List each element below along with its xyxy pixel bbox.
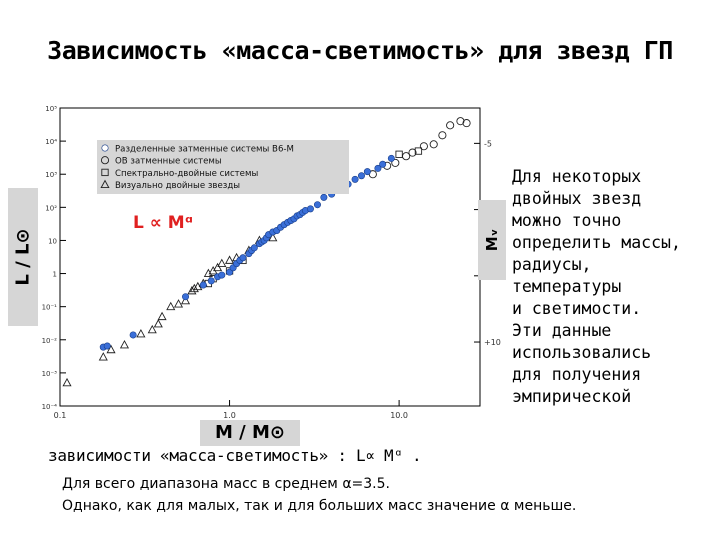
side-text-line: температуры bbox=[512, 277, 622, 296]
data-point bbox=[180, 295, 191, 305]
side-text-line: двойных звезд bbox=[512, 189, 642, 208]
data-point bbox=[363, 168, 371, 176]
data-point bbox=[224, 255, 235, 264]
side-text-line: и светимости. bbox=[512, 299, 642, 318]
y2-axis-label-box: Mᵥ bbox=[478, 200, 506, 280]
data-point bbox=[446, 121, 455, 130]
y2-tick-label: -5 bbox=[484, 139, 492, 148]
x-tick-label: 0.1 bbox=[54, 411, 67, 420]
data-point bbox=[268, 232, 278, 242]
data-point bbox=[62, 377, 72, 387]
data-point bbox=[106, 344, 116, 354]
x-tick-label: 1.0 bbox=[223, 411, 236, 420]
data-point bbox=[213, 262, 223, 272]
data-point bbox=[391, 158, 400, 167]
legend-label: Визуально двойные звезды bbox=[115, 181, 240, 191]
y-tick-label: 10⁵ bbox=[45, 105, 57, 113]
data-point bbox=[166, 301, 176, 311]
data-point bbox=[379, 160, 387, 168]
data-point bbox=[306, 205, 314, 213]
data-point bbox=[402, 152, 411, 161]
data-point bbox=[456, 117, 465, 126]
mass-luminosity-chart: 0.1 1.0 10.0 10⁻⁴ 10⁻³ 10⁻² 10⁻¹ 1 10 10² 10³ 10⁴ 10… bbox=[42, 105, 501, 420]
note-alpha-smaller: Однако, как для малых, так и для больших… bbox=[62, 498, 577, 514]
chart-annotation: L ∝ Mᵅ bbox=[133, 213, 193, 233]
points-layer bbox=[62, 117, 471, 387]
legend-background bbox=[97, 140, 349, 194]
data-point bbox=[462, 119, 471, 128]
data-point bbox=[250, 244, 258, 252]
data-point bbox=[199, 281, 207, 289]
side-text-line: определить массы, bbox=[512, 233, 681, 252]
data-point bbox=[395, 150, 403, 158]
data-point bbox=[103, 342, 111, 350]
x-tick-label: 10.0 bbox=[390, 411, 408, 420]
data-point bbox=[387, 154, 395, 162]
y-tick-label: 10² bbox=[45, 204, 57, 212]
data-point bbox=[351, 175, 359, 183]
data-point bbox=[374, 164, 382, 172]
data-point bbox=[173, 299, 184, 308]
y-tick-label: 10 bbox=[48, 237, 57, 245]
data-point bbox=[189, 283, 199, 293]
y2-tick-label: +10 bbox=[484, 338, 501, 347]
y-tick-label: 10⁻² bbox=[42, 337, 58, 345]
side-text-line: для получения bbox=[512, 365, 642, 384]
data-point bbox=[129, 331, 137, 339]
data-point bbox=[182, 293, 190, 301]
side-text-line: эмпирической bbox=[512, 387, 632, 406]
relation-text: зависимости «масса-светимость» : L∝ Mᵅ . bbox=[48, 446, 422, 465]
page-title: Зависимость «масса-светимость» для звезд… bbox=[47, 36, 673, 65]
y-tick-label: 10⁻¹ bbox=[42, 304, 58, 312]
ticks-layer: 0.1 1.0 10.0 10⁻⁴ 10⁻³ 10⁻² 10⁻¹ 1 10 10² 10³ 10⁴ 10… bbox=[42, 105, 501, 420]
y-tick-label: 10⁻⁴ bbox=[42, 403, 58, 411]
legend: Разделенные затменные системы B6-M OB зат… bbox=[97, 140, 349, 194]
y-tick-label: 1 bbox=[53, 271, 57, 279]
side-text-line: можно точно bbox=[512, 211, 622, 230]
data-point bbox=[313, 201, 321, 209]
data-point bbox=[147, 324, 157, 334]
y-tick-label: 10⁻³ bbox=[42, 370, 58, 378]
legend-label: Разделенные затменные системы B6-M bbox=[115, 145, 294, 155]
legend-label: OB затменные системы bbox=[115, 157, 222, 167]
data-point bbox=[218, 271, 226, 279]
legend-marker bbox=[101, 168, 109, 177]
legend-marker bbox=[101, 144, 109, 152]
x-axis-label: M / M⊙ bbox=[200, 420, 300, 446]
side-text-line: Для некоторых bbox=[512, 167, 642, 186]
y-axis-label: L / L⊙ bbox=[12, 228, 34, 286]
side-text: Для некоторых двойных звезд можно точно … bbox=[512, 166, 717, 408]
data-point bbox=[357, 172, 365, 180]
data-point bbox=[207, 277, 215, 285]
data-point bbox=[153, 319, 163, 328]
data-point bbox=[414, 147, 423, 155]
legend-marker bbox=[100, 156, 110, 165]
data-point bbox=[217, 258, 227, 268]
data-point bbox=[157, 311, 167, 321]
side-text-line: использовались bbox=[512, 343, 652, 362]
data-point bbox=[239, 254, 247, 262]
data-point bbox=[429, 140, 438, 149]
side-text-line: радиусы, bbox=[512, 255, 592, 274]
y-axis-label-box: L / L⊙ bbox=[8, 188, 38, 326]
y2-axis-label: Mᵥ bbox=[483, 228, 501, 252]
side-text-line: Эти данные bbox=[512, 321, 612, 340]
data-point bbox=[419, 142, 428, 151]
data-point bbox=[98, 352, 108, 361]
data-point bbox=[320, 193, 328, 201]
data-point bbox=[187, 285, 197, 295]
legend-label: Спектрально-двойные системы bbox=[115, 169, 258, 179]
data-point bbox=[408, 148, 417, 157]
data-point bbox=[119, 339, 130, 349]
y-tick-label: 10³ bbox=[45, 171, 57, 179]
data-point bbox=[438, 131, 447, 140]
legend-marker bbox=[100, 179, 110, 189]
data-point bbox=[136, 329, 146, 338]
note-alpha-average: Для всего диапазона масс в среднем α=3.5… bbox=[62, 476, 390, 492]
y-tick-label: 10⁴ bbox=[45, 138, 57, 146]
